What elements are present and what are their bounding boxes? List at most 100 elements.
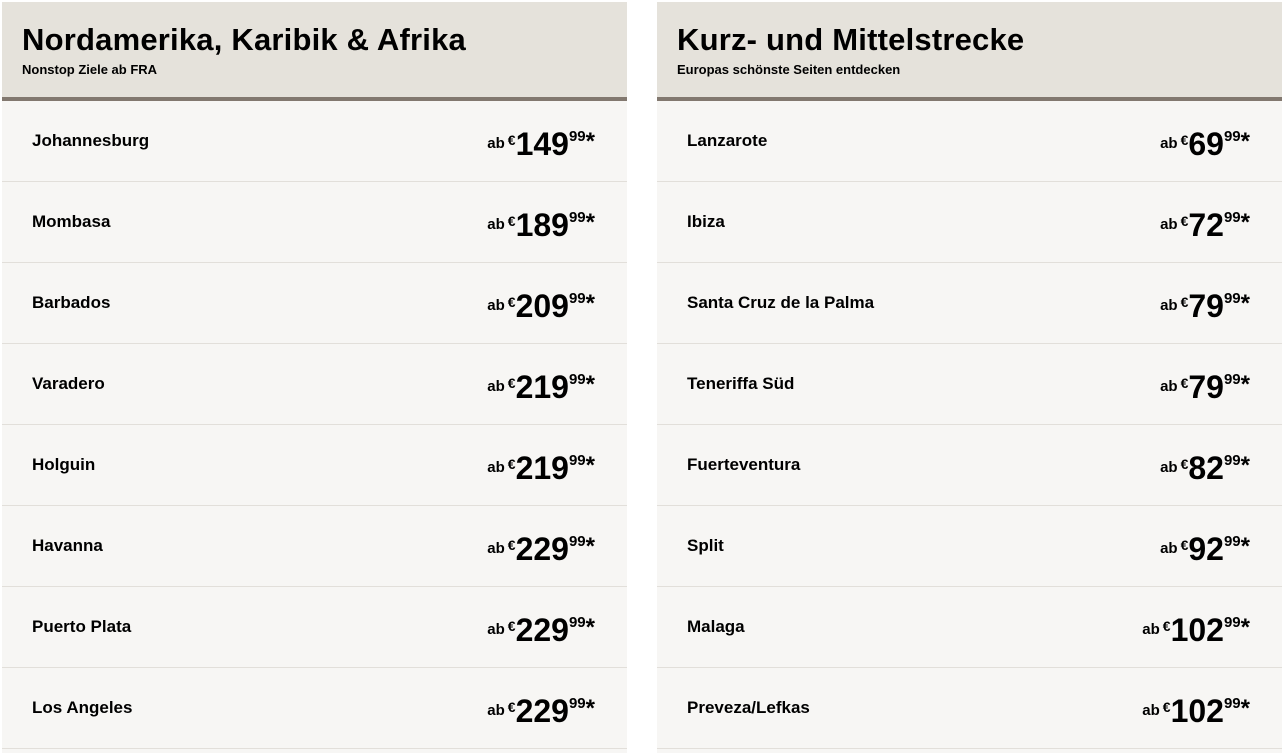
price-euros: 79: [1188, 288, 1224, 324]
destination-row[interactable]: Santa Cruz de la Palma ab €7999*: [657, 263, 1282, 344]
price-euros: 72: [1188, 207, 1224, 243]
destination-name: Malaga: [687, 617, 745, 636]
currency-symbol: €: [1180, 537, 1189, 553]
price: ab €10299*: [1142, 612, 1250, 649]
price-cents: 99: [568, 695, 586, 712]
destination-row[interactable]: Puerto Plata ab €22999*: [2, 587, 627, 668]
destination-row[interactable]: Mombasa ab €18999*: [2, 182, 627, 263]
currency-symbol: €: [507, 294, 516, 310]
price-euros: 189: [515, 207, 569, 243]
price-cents: 99: [568, 209, 586, 226]
panel-title: Nordamerika, Karibik & Afrika: [22, 22, 466, 57]
price-euros: 229: [515, 531, 569, 567]
panel-subtitle: Nonstop Ziele ab FRA: [22, 62, 158, 77]
price-cents: 99: [568, 452, 586, 469]
destination-row[interactable]: Split ab €9299*: [657, 506, 1282, 587]
footnote-mark: *: [1240, 695, 1250, 722]
destination-row[interactable]: Ibiza ab €7299*: [657, 182, 1282, 263]
destination-name: Puerto Plata: [32, 617, 132, 636]
price-euros: 102: [1170, 693, 1224, 729]
footnote-mark: *: [1240, 371, 1250, 398]
price-cents: 99: [1223, 209, 1241, 226]
destination-name: Teneriffa Süd: [687, 374, 795, 393]
price-euros: 102: [1170, 612, 1224, 648]
price-prefix: ab: [1142, 702, 1160, 719]
price-prefix: ab: [1160, 135, 1178, 152]
price-cents: 99: [1223, 290, 1241, 307]
price-prefix: ab: [487, 216, 505, 233]
price-cents: 99: [568, 371, 586, 388]
price-euros: 219: [515, 369, 569, 405]
destination-row[interactable]: Fuerteventura ab €8299*: [657, 425, 1282, 506]
footnote-mark: *: [1240, 533, 1250, 560]
price: ab €6999*: [1160, 126, 1250, 163]
footnote-mark: *: [585, 371, 595, 398]
price-euros: 229: [515, 612, 569, 648]
destination-row[interactable]: Varadero ab €21999*: [2, 344, 627, 425]
price-prefix: ab: [1142, 621, 1160, 638]
currency-symbol: €: [1180, 213, 1189, 229]
price-prefix: ab: [1160, 216, 1178, 233]
price-prefix: ab: [487, 378, 505, 395]
currency-symbol: €: [1162, 699, 1171, 715]
panel-header: Nordamerika, Karibik & Afrika Nonstop Zi…: [2, 2, 627, 101]
destination-row[interactable]: Teneriffa Süd ab €7999*: [657, 344, 1282, 425]
currency-symbol: €: [507, 213, 516, 229]
destination-row[interactable]: Preveza/Lefkas ab €10299*: [657, 668, 1282, 749]
price-euros: 92: [1188, 531, 1224, 567]
destination-row[interactable]: Lanzarote ab €6999*: [657, 101, 1282, 182]
price-euros: 82: [1188, 450, 1224, 486]
price-euros: 149: [515, 126, 569, 162]
panel-nordamerika: Nordamerika, Karibik & Afrika Nonstop Zi…: [2, 2, 627, 753]
price-prefix: ab: [487, 540, 505, 557]
destination-name: Johannesburg: [32, 131, 150, 150]
destination-name: Split: [687, 536, 724, 555]
price: ab €22999*: [487, 612, 595, 649]
footnote-mark: *: [585, 695, 595, 722]
price: ab €14999*: [487, 126, 595, 163]
price: ab €21999*: [487, 450, 595, 487]
destination-name: Havanna: [32, 536, 103, 555]
footnote-mark: *: [585, 533, 595, 560]
price-cents: 99: [1223, 533, 1241, 550]
price-prefix: ab: [487, 459, 505, 476]
panel-kurz-mittelstrecke: Kurz- und Mittelstrecke Europas schönste…: [657, 2, 1282, 753]
price-euros: 209: [515, 288, 569, 324]
destination-row[interactable]: Havanna ab €22999*: [2, 506, 627, 587]
destination-row[interactable]: Malaga ab €10299*: [657, 587, 1282, 668]
destination-row[interactable]: Holguin ab €21999*: [2, 425, 627, 506]
footnote-mark: *: [1240, 128, 1250, 155]
destination-name: Varadero: [32, 374, 105, 393]
price-euros: 219: [515, 450, 569, 486]
currency-symbol: €: [1180, 456, 1189, 472]
price: ab €7999*: [1160, 369, 1250, 406]
price-cents: 99: [1223, 614, 1241, 631]
footnote-mark: *: [585, 209, 595, 236]
price-prefix: ab: [487, 297, 505, 314]
footnote-mark: *: [585, 290, 595, 317]
price-cents: 99: [568, 128, 586, 145]
currency-symbol: €: [507, 537, 516, 553]
price: ab €7999*: [1160, 288, 1250, 325]
footnote-mark: *: [585, 452, 595, 479]
price-cents: 99: [1223, 452, 1241, 469]
currency-symbol: €: [1180, 375, 1189, 391]
price: ab €8299*: [1160, 450, 1250, 487]
currency-symbol: €: [507, 375, 516, 391]
price-euros: 79: [1188, 369, 1224, 405]
price: ab €20999*: [487, 288, 595, 325]
destination-row[interactable]: Los Angeles ab €22999*: [2, 668, 627, 749]
price: ab €22999*: [487, 531, 595, 568]
price-euros: 69: [1188, 126, 1224, 162]
panel-title: Kurz- und Mittelstrecke: [677, 22, 1025, 57]
price-prefix: ab: [1160, 540, 1178, 557]
destination-row[interactable]: Barbados ab €20999*: [2, 263, 627, 344]
price-cents: 99: [568, 533, 586, 550]
currency-symbol: €: [507, 618, 516, 634]
price: ab €21999*: [487, 369, 595, 406]
price: ab €22999*: [487, 693, 595, 730]
currency-symbol: €: [1180, 294, 1189, 310]
price-cents: 99: [1223, 695, 1241, 712]
destination-row[interactable]: Johannesburg ab €14999*: [2, 101, 627, 182]
price-prefix: ab: [1160, 459, 1178, 476]
